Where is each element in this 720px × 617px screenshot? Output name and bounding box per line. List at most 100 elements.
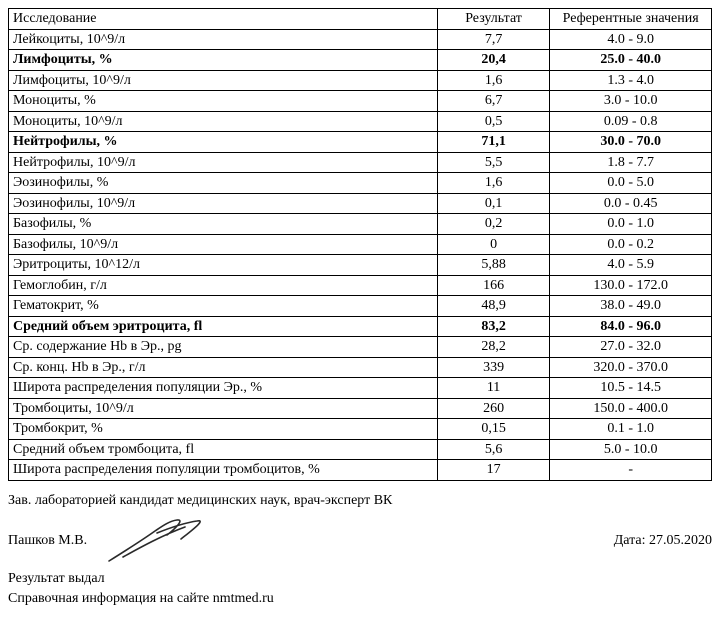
cell-result: 28,2 xyxy=(437,337,549,358)
table-row: Эритроциты, 10^12/л5,884.0 - 5.9 xyxy=(9,255,712,276)
cell-reference: 25.0 - 40.0 xyxy=(550,50,712,71)
cell-reference: 0.0 - 1.0 xyxy=(550,214,712,235)
cell-reference: 0.0 - 0.2 xyxy=(550,234,712,255)
table-row: Средний объем тромбоцита, fl5,65.0 - 10.… xyxy=(9,439,712,460)
cell-reference: 130.0 - 172.0 xyxy=(550,275,712,296)
reference-label: Справочная информация на сайте nmtmed.ru xyxy=(8,589,712,609)
cell-result: 71,1 xyxy=(437,132,549,153)
cell-name: Гемоглобин, г/л xyxy=(9,275,438,296)
cell-reference: 0.0 - 0.45 xyxy=(550,193,712,214)
signer-name: Пашков М.В. xyxy=(8,531,87,551)
col-header-result: Результат xyxy=(437,9,549,30)
cell-name: Широта распределения популяции Эр., % xyxy=(9,378,438,399)
table-row: Нейтрофилы, 10^9/л5,51.8 - 7.7 xyxy=(9,152,712,173)
cell-name: Моноциты, % xyxy=(9,91,438,112)
cell-name: Базофилы, % xyxy=(9,214,438,235)
table-header-row: Исследование Результат Референтные значе… xyxy=(9,9,712,30)
cell-result: 166 xyxy=(437,275,549,296)
cell-reference: 4.0 - 5.9 xyxy=(550,255,712,276)
cell-reference: 5.0 - 10.0 xyxy=(550,439,712,460)
cell-name: Тромбоциты, 10^9/л xyxy=(9,398,438,419)
cell-name: Эритроциты, 10^12/л xyxy=(9,255,438,276)
footer: Зав. лабораторией кандидат медицинских н… xyxy=(8,491,712,610)
table-row: Эозинофилы, %1,60.0 - 5.0 xyxy=(9,173,712,194)
cell-result: 0 xyxy=(437,234,549,255)
cell-reference: 38.0 - 49.0 xyxy=(550,296,712,317)
cell-reference: 0.09 - 0.8 xyxy=(550,111,712,132)
cell-reference: 4.0 - 9.0 xyxy=(550,29,712,50)
cell-reference: 0.1 - 1.0 xyxy=(550,419,712,440)
col-header-name: Исследование xyxy=(9,9,438,30)
table-row: Лимфоциты, %20,425.0 - 40.0 xyxy=(9,50,712,71)
cell-reference: 150.0 - 400.0 xyxy=(550,398,712,419)
cell-reference: 10.5 - 14.5 xyxy=(550,378,712,399)
cell-name: Лимфоциты, 10^9/л xyxy=(9,70,438,91)
table-row: Ср. конц. Hb в Эр., г/л339320.0 - 370.0 xyxy=(9,357,712,378)
cell-name: Моноциты, 10^9/л xyxy=(9,111,438,132)
cell-result: 0,15 xyxy=(437,419,549,440)
table-row: Гемоглобин, г/л166130.0 - 172.0 xyxy=(9,275,712,296)
cell-result: 0,5 xyxy=(437,111,549,132)
table-row: Эозинофилы, 10^9/л0,10.0 - 0.45 xyxy=(9,193,712,214)
lab-results-table: Исследование Результат Референтные значе… xyxy=(8,8,712,481)
cell-name: Средний объем тромбоцита, fl xyxy=(9,439,438,460)
table-row: Гематокрит, %48,938.0 - 49.0 xyxy=(9,296,712,317)
cell-name: Тромбокрит, % xyxy=(9,419,438,440)
cell-name: Гематокрит, % xyxy=(9,296,438,317)
signature-row: Пашков М.В. Дата: 27.05.2020 xyxy=(8,517,712,565)
table-row: Средний объем эритроцита, fl83,284.0 - 9… xyxy=(9,316,712,337)
table-row: Тромбокрит, %0,150.1 - 1.0 xyxy=(9,419,712,440)
cell-result: 1,6 xyxy=(437,70,549,91)
cell-result: 17 xyxy=(437,460,549,481)
cell-result: 339 xyxy=(437,357,549,378)
cell-result: 5,6 xyxy=(437,439,549,460)
cell-name: Ср. конц. Hb в Эр., г/л xyxy=(9,357,438,378)
table-row: Нейтрофилы, %71,130.0 - 70.0 xyxy=(9,132,712,153)
cell-name: Широта распределения популяции тромбоцит… xyxy=(9,460,438,481)
cell-result: 20,4 xyxy=(437,50,549,71)
supervisor-line: Зав. лабораторией кандидат медицинских н… xyxy=(8,491,712,511)
cell-name: Эозинофилы, % xyxy=(9,173,438,194)
cell-result: 6,7 xyxy=(437,91,549,112)
issued-label: Результат выдал xyxy=(8,569,712,589)
table-row: Тромбоциты, 10^9/л260150.0 - 400.0 xyxy=(9,398,712,419)
cell-name: Средний объем эритроцита, fl xyxy=(9,316,438,337)
cell-result: 5,5 xyxy=(437,152,549,173)
table-row: Лейкоциты, 10^9/л7,74.0 - 9.0 xyxy=(9,29,712,50)
cell-result: 7,7 xyxy=(437,29,549,50)
cell-name: Нейтрофилы, % xyxy=(9,132,438,153)
table-row: Широта распределения популяции тромбоцит… xyxy=(9,460,712,481)
cell-reference: 1.8 - 7.7 xyxy=(550,152,712,173)
date-label: Дата: 27.05.2020 xyxy=(614,531,712,551)
cell-result: 0,2 xyxy=(437,214,549,235)
cell-name: Базофилы, 10^9/л xyxy=(9,234,438,255)
table-row: Лимфоциты, 10^9/л1,61.3 - 4.0 xyxy=(9,70,712,91)
cell-reference: 84.0 - 96.0 xyxy=(550,316,712,337)
cell-result: 48,9 xyxy=(437,296,549,317)
table-row: Базофилы, 10^9/л00.0 - 0.2 xyxy=(9,234,712,255)
cell-result: 5,88 xyxy=(437,255,549,276)
cell-result: 1,6 xyxy=(437,173,549,194)
cell-name: Лейкоциты, 10^9/л xyxy=(9,29,438,50)
cell-result: 0,1 xyxy=(437,193,549,214)
table-row: Моноциты, %6,73.0 - 10.0 xyxy=(9,91,712,112)
cell-reference: 30.0 - 70.0 xyxy=(550,132,712,153)
cell-reference: 320.0 - 370.0 xyxy=(550,357,712,378)
cell-reference: 3.0 - 10.0 xyxy=(550,91,712,112)
cell-name: Ср. содержание Hb в Эр., pg xyxy=(9,337,438,358)
cell-result: 83,2 xyxy=(437,316,549,337)
table-row: Широта распределения популяции Эр., %111… xyxy=(9,378,712,399)
table-row: Ср. содержание Hb в Эр., pg28,227.0 - 32… xyxy=(9,337,712,358)
cell-result: 11 xyxy=(437,378,549,399)
cell-reference: 0.0 - 5.0 xyxy=(550,173,712,194)
signature-icon xyxy=(105,517,215,565)
cell-name: Нейтрофилы, 10^9/л xyxy=(9,152,438,173)
cell-name: Лимфоциты, % xyxy=(9,50,438,71)
table-row: Базофилы, %0,20.0 - 1.0 xyxy=(9,214,712,235)
cell-reference: - xyxy=(550,460,712,481)
table-row: Моноциты, 10^9/л0,50.09 - 0.8 xyxy=(9,111,712,132)
col-header-reference: Референтные значения xyxy=(550,9,712,30)
cell-reference: 1.3 - 4.0 xyxy=(550,70,712,91)
cell-reference: 27.0 - 32.0 xyxy=(550,337,712,358)
signature-left: Пашков М.В. xyxy=(8,517,215,565)
